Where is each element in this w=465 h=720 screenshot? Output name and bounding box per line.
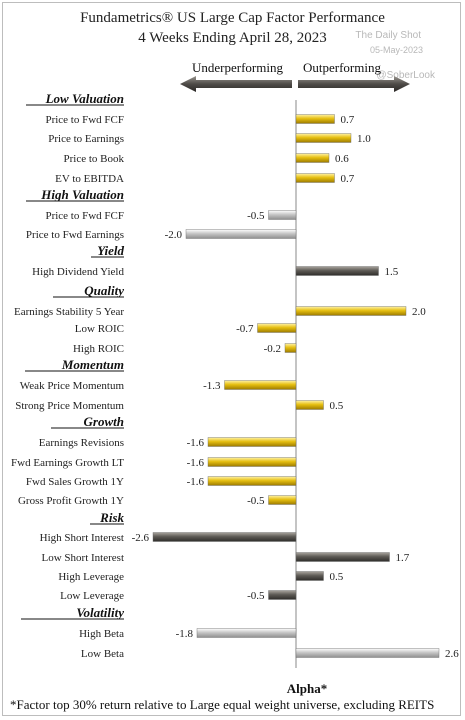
factor-label: Price to Fwd FCF — [45, 114, 124, 126]
factor-bar — [295, 306, 407, 316]
factor-label: Low Short Interest — [42, 552, 124, 564]
factor-label: High Beta — [79, 628, 124, 640]
group-heading: Low Valuation — [45, 91, 124, 106]
group-heading: High Valuation — [40, 187, 124, 202]
group-heading: Quality — [84, 283, 124, 298]
factor-value-label: -1.8 — [176, 628, 194, 640]
factor-value-label: 0.5 — [330, 400, 344, 412]
factor-bar — [207, 476, 297, 486]
factor-label: Fwd Sales Growth 1Y — [26, 476, 124, 488]
group-heading: Yield — [97, 243, 124, 258]
factor-bar — [295, 153, 330, 163]
factor-bar — [295, 266, 379, 276]
factor-label: Price to Earnings — [48, 133, 124, 145]
factor-bar — [152, 532, 297, 542]
group-heading: Growth — [84, 414, 124, 429]
factor-label: Price to Fwd Earnings — [26, 229, 124, 241]
factor-label: Low ROIC — [75, 323, 124, 335]
factor-label: High Leverage — [58, 571, 124, 583]
factor-bar — [268, 495, 297, 505]
factor-label: Low Beta — [81, 648, 124, 660]
factor-label: Price to Fwd FCF — [45, 210, 124, 222]
factor-label: Low Leverage — [60, 590, 124, 602]
factor-label: Fwd Earnings Growth LT — [11, 457, 124, 469]
factor-bar — [295, 114, 335, 124]
factor-label: High ROIC — [73, 343, 124, 355]
factor-value-label: -0.5 — [247, 590, 265, 602]
factor-bar — [257, 323, 297, 333]
factor-value-label: -2.0 — [165, 229, 183, 241]
chart-title: Fundametrics® US Large Cap Factor Perfor… — [80, 10, 385, 26]
factor-value-label: -1.6 — [187, 437, 205, 449]
chart-frame — [2, 2, 461, 716]
factor-value-label: -1.6 — [187, 457, 205, 469]
factor-label: Earnings Revisions — [39, 437, 124, 449]
factor-value-label: -1.3 — [203, 380, 221, 392]
factor-bar — [295, 648, 440, 658]
factor-value-label: 0.7 — [341, 173, 355, 185]
factor-bar — [295, 552, 390, 562]
factor-label: Strong Price Momentum — [15, 400, 124, 412]
factor-label: EV to EBITDA — [55, 173, 124, 185]
factor-value-label: -0.7 — [236, 323, 254, 335]
factor-bar — [196, 628, 297, 638]
factor-label: Weak Price Momentum — [20, 380, 125, 392]
factor-value-label: -0.2 — [264, 343, 281, 355]
factor-bar — [295, 173, 335, 183]
factor-bar — [268, 210, 297, 220]
factor-value-label: -0.5 — [247, 210, 265, 222]
factor-bar — [295, 571, 324, 581]
factor-bar — [207, 437, 297, 447]
x-axis-label: Alpha* — [286, 681, 328, 696]
factor-label: Price to Book — [64, 153, 125, 165]
factor-value-label: 1.7 — [396, 552, 410, 564]
factor-value-label: 0.7 — [341, 114, 355, 126]
legend-outperforming: Outperforming — [303, 60, 381, 75]
factor-value-label: -1.6 — [187, 476, 205, 488]
factor-bar — [295, 133, 352, 143]
factor-bar — [284, 343, 297, 353]
group-heading: Momentum — [61, 357, 124, 372]
footnote: *Factor top 30% return relative to Large… — [10, 697, 435, 712]
factor-value-label: 0.5 — [330, 571, 344, 583]
outperform-arrow-icon — [298, 76, 410, 92]
chart-subtitle: 4 Weeks Ending April 28, 2023 — [138, 30, 327, 46]
factor-value-label: 1.0 — [357, 133, 371, 145]
watermark-source: The Daily Shot — [355, 30, 421, 41]
watermark-date: 05-May-2023 — [369, 45, 423, 55]
factor-value-label: 2.0 — [412, 306, 426, 318]
factor-bar — [295, 400, 324, 410]
factor-label: High Dividend Yield — [32, 266, 124, 278]
group-heading: Risk — [99, 510, 124, 525]
factor-value-label: 2.6 — [445, 648, 459, 660]
factor-bar — [224, 380, 297, 390]
legend-underperforming: Underperforming — [192, 60, 283, 75]
factor-label: Gross Profit Growth 1Y — [18, 495, 124, 507]
factor-value-label: 1.5 — [385, 266, 399, 278]
factor-value-label: 0.6 — [335, 153, 349, 165]
underperform-arrow-icon — [180, 76, 292, 92]
factor-label: High Short Interest — [40, 532, 124, 544]
factor-label: Earnings Stability 5 Year — [14, 306, 124, 318]
factor-bar — [207, 457, 297, 467]
factor-bar — [268, 590, 297, 600]
watermark-handle: @SoberLook — [376, 70, 435, 81]
group-heading: Volatility — [76, 605, 124, 620]
factor-value-label: -0.5 — [247, 495, 265, 507]
factor-value-label: -2.6 — [132, 532, 150, 544]
factor-bar — [185, 229, 297, 239]
